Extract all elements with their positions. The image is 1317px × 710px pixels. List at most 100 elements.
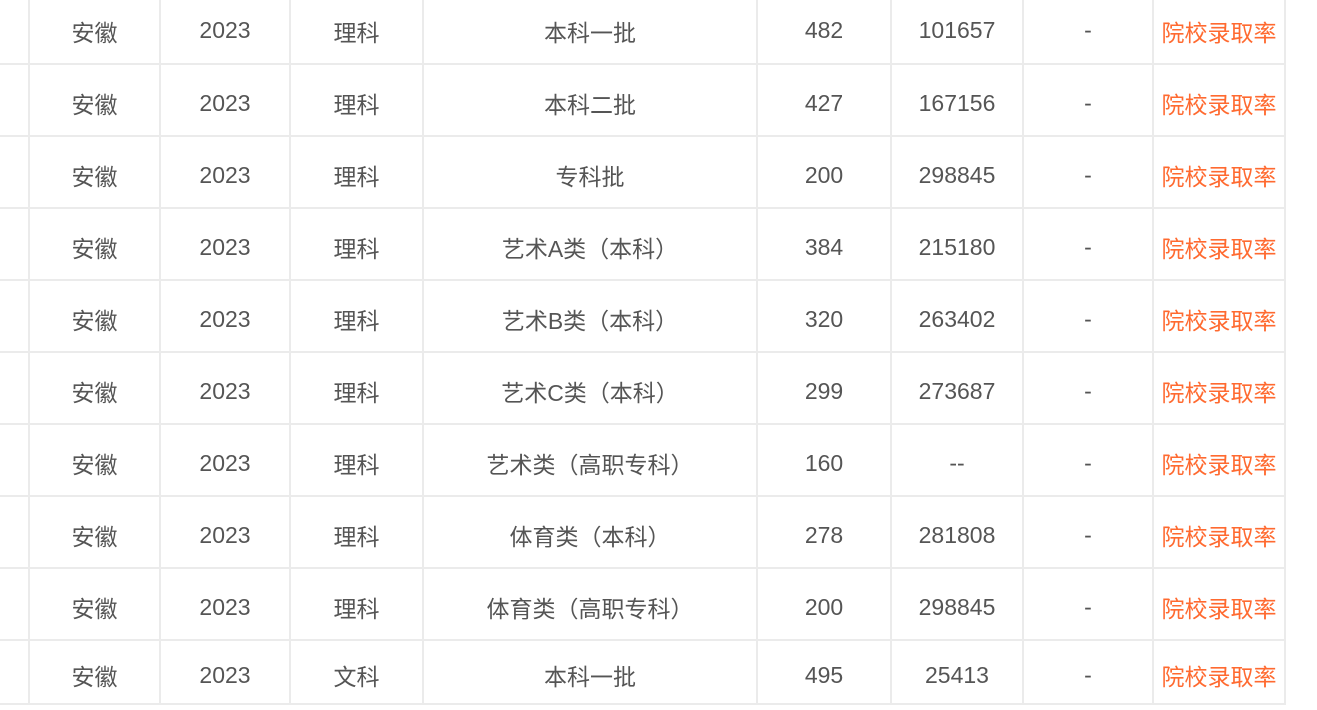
cell-rank: 25413 (890, 639, 1024, 705)
cell-year: 2023 (159, 423, 291, 497)
cell-action: 院校录取率 (1152, 279, 1286, 353)
gutter-cell (0, 423, 30, 497)
cell-rank: 281808 (890, 495, 1024, 569)
cell-score: 495 (756, 639, 892, 705)
cell-subject: 理科 (289, 495, 424, 569)
cell-extra: - (1022, 279, 1154, 353)
gutter-cell (0, 639, 30, 705)
cell-extra: - (1022, 423, 1154, 497)
cell-batch: 艺术类（高职专科） (422, 423, 758, 497)
cell-action: 院校录取率 (1152, 351, 1286, 425)
cell-rank: 273687 (890, 351, 1024, 425)
cell-rank: -- (890, 423, 1024, 497)
cell-subject: 理科 (289, 351, 424, 425)
cell-rank: 298845 (890, 567, 1024, 641)
cell-batch: 艺术B类（本科） (422, 279, 758, 353)
score-row: 安徽 2023 理科 艺术A类（本科） 384 215180 - 院校录取率 (0, 207, 1286, 281)
gutter-cell (0, 0, 30, 65)
admission-rate-link[interactable]: 院校录取率 (1161, 664, 1277, 690)
cell-province: 安徽 (28, 63, 161, 137)
cell-score: 482 (756, 0, 892, 65)
admission-rate-link[interactable]: 院校录取率 (1161, 308, 1277, 334)
admission-rate-link[interactable]: 院校录取率 (1161, 19, 1277, 46)
cell-subject: 理科 (289, 0, 424, 65)
cell-rank: 263402 (890, 279, 1024, 353)
admission-rate-link[interactable]: 院校录取率 (1161, 92, 1277, 118)
cell-action: 院校录取率 (1152, 567, 1286, 641)
cell-batch: 专科批 (422, 135, 758, 209)
cell-action: 院校录取率 (1152, 63, 1286, 137)
cell-extra: - (1022, 63, 1154, 137)
score-row: 安徽 2023 理科 体育类（本科） 278 281808 - 院校录取率 (0, 495, 1286, 569)
cell-extra: - (1022, 639, 1154, 705)
score-row: 安徽 2023 文科 本科一批 495 25413 - 院校录取率 (0, 639, 1286, 705)
score-row: 安徽 2023 理科 本科二批 427 167156 - 院校录取率 (0, 63, 1286, 137)
cell-extra: - (1022, 0, 1154, 65)
cell-score: 200 (756, 135, 892, 209)
cell-action: 院校录取率 (1152, 495, 1286, 569)
cell-score: 427 (756, 63, 892, 137)
score-row: 安徽 2023 理科 艺术类（高职专科） 160 -- - 院校录取率 (0, 423, 1286, 497)
cell-province: 安徽 (28, 639, 161, 705)
cell-extra: - (1022, 351, 1154, 425)
cell-year: 2023 (159, 567, 291, 641)
score-row: 安徽 2023 理科 专科批 200 298845 - 院校录取率 (0, 135, 1286, 209)
score-table-body: 安徽 2023 理科 本科一批 482 101657 - 院校录取率 安徽 20… (0, 0, 1286, 705)
score-row: 安徽 2023 理科 艺术B类（本科） 320 263402 - 院校录取率 (0, 279, 1286, 353)
cell-action: 院校录取率 (1152, 135, 1286, 209)
cell-extra: - (1022, 135, 1154, 209)
cell-action: 院校录取率 (1152, 423, 1286, 497)
cell-score: 299 (756, 351, 892, 425)
admission-rate-link[interactable]: 院校录取率 (1161, 164, 1277, 190)
cell-rank: 298845 (890, 135, 1024, 209)
cell-year: 2023 (159, 351, 291, 425)
cell-extra: - (1022, 495, 1154, 569)
gutter-cell (0, 135, 30, 209)
cell-subject: 理科 (289, 279, 424, 353)
admission-rate-link[interactable]: 院校录取率 (1161, 452, 1277, 478)
cell-action: 院校录取率 (1152, 207, 1286, 281)
cell-subject: 理科 (289, 63, 424, 137)
cell-rank: 215180 (890, 207, 1024, 281)
cell-score: 200 (756, 567, 892, 641)
cell-action: 院校录取率 (1152, 0, 1286, 65)
admission-rate-link[interactable]: 院校录取率 (1161, 236, 1277, 262)
cell-province: 安徽 (28, 351, 161, 425)
admission-rate-link[interactable]: 院校录取率 (1161, 524, 1277, 550)
cell-province: 安徽 (28, 0, 161, 65)
cell-score: 384 (756, 207, 892, 281)
gutter-cell (0, 351, 30, 425)
cell-subject: 理科 (289, 423, 424, 497)
cell-batch: 本科一批 (422, 0, 758, 65)
cell-year: 2023 (159, 495, 291, 569)
cell-batch: 本科一批 (422, 639, 758, 705)
score-row: 安徽 2023 理科 艺术C类（本科） 299 273687 - 院校录取率 (0, 351, 1286, 425)
gutter-cell (0, 63, 30, 137)
cell-score: 320 (756, 279, 892, 353)
gutter-cell (0, 567, 30, 641)
cell-subject: 理科 (289, 567, 424, 641)
cell-batch: 艺术A类（本科） (422, 207, 758, 281)
cell-province: 安徽 (28, 495, 161, 569)
gutter-cell (0, 495, 30, 569)
cell-batch: 艺术C类（本科） (422, 351, 758, 425)
cell-province: 安徽 (28, 279, 161, 353)
gutter-cell (0, 279, 30, 353)
cell-subject: 理科 (289, 135, 424, 209)
admission-rate-link[interactable]: 院校录取率 (1161, 380, 1277, 406)
cell-year: 2023 (159, 207, 291, 281)
gutter-cell (0, 207, 30, 281)
cell-score: 160 (756, 423, 892, 497)
admission-rate-link[interactable]: 院校录取率 (1161, 596, 1277, 622)
cell-province: 安徽 (28, 135, 161, 209)
cell-year: 2023 (159, 639, 291, 705)
cell-rank: 167156 (890, 63, 1024, 137)
score-row: 安徽 2023 理科 体育类（高职专科） 200 298845 - 院校录取率 (0, 567, 1286, 641)
cell-province: 安徽 (28, 567, 161, 641)
score-row: 安徽 2023 理科 本科一批 482 101657 - 院校录取率 (0, 0, 1286, 65)
cell-subject: 理科 (289, 207, 424, 281)
admission-score-table: 安徽 2023 理科 本科一批 482 101657 - 院校录取率 安徽 20… (0, 0, 1286, 705)
cell-batch: 体育类（本科） (422, 495, 758, 569)
cell-rank: 101657 (890, 0, 1024, 65)
